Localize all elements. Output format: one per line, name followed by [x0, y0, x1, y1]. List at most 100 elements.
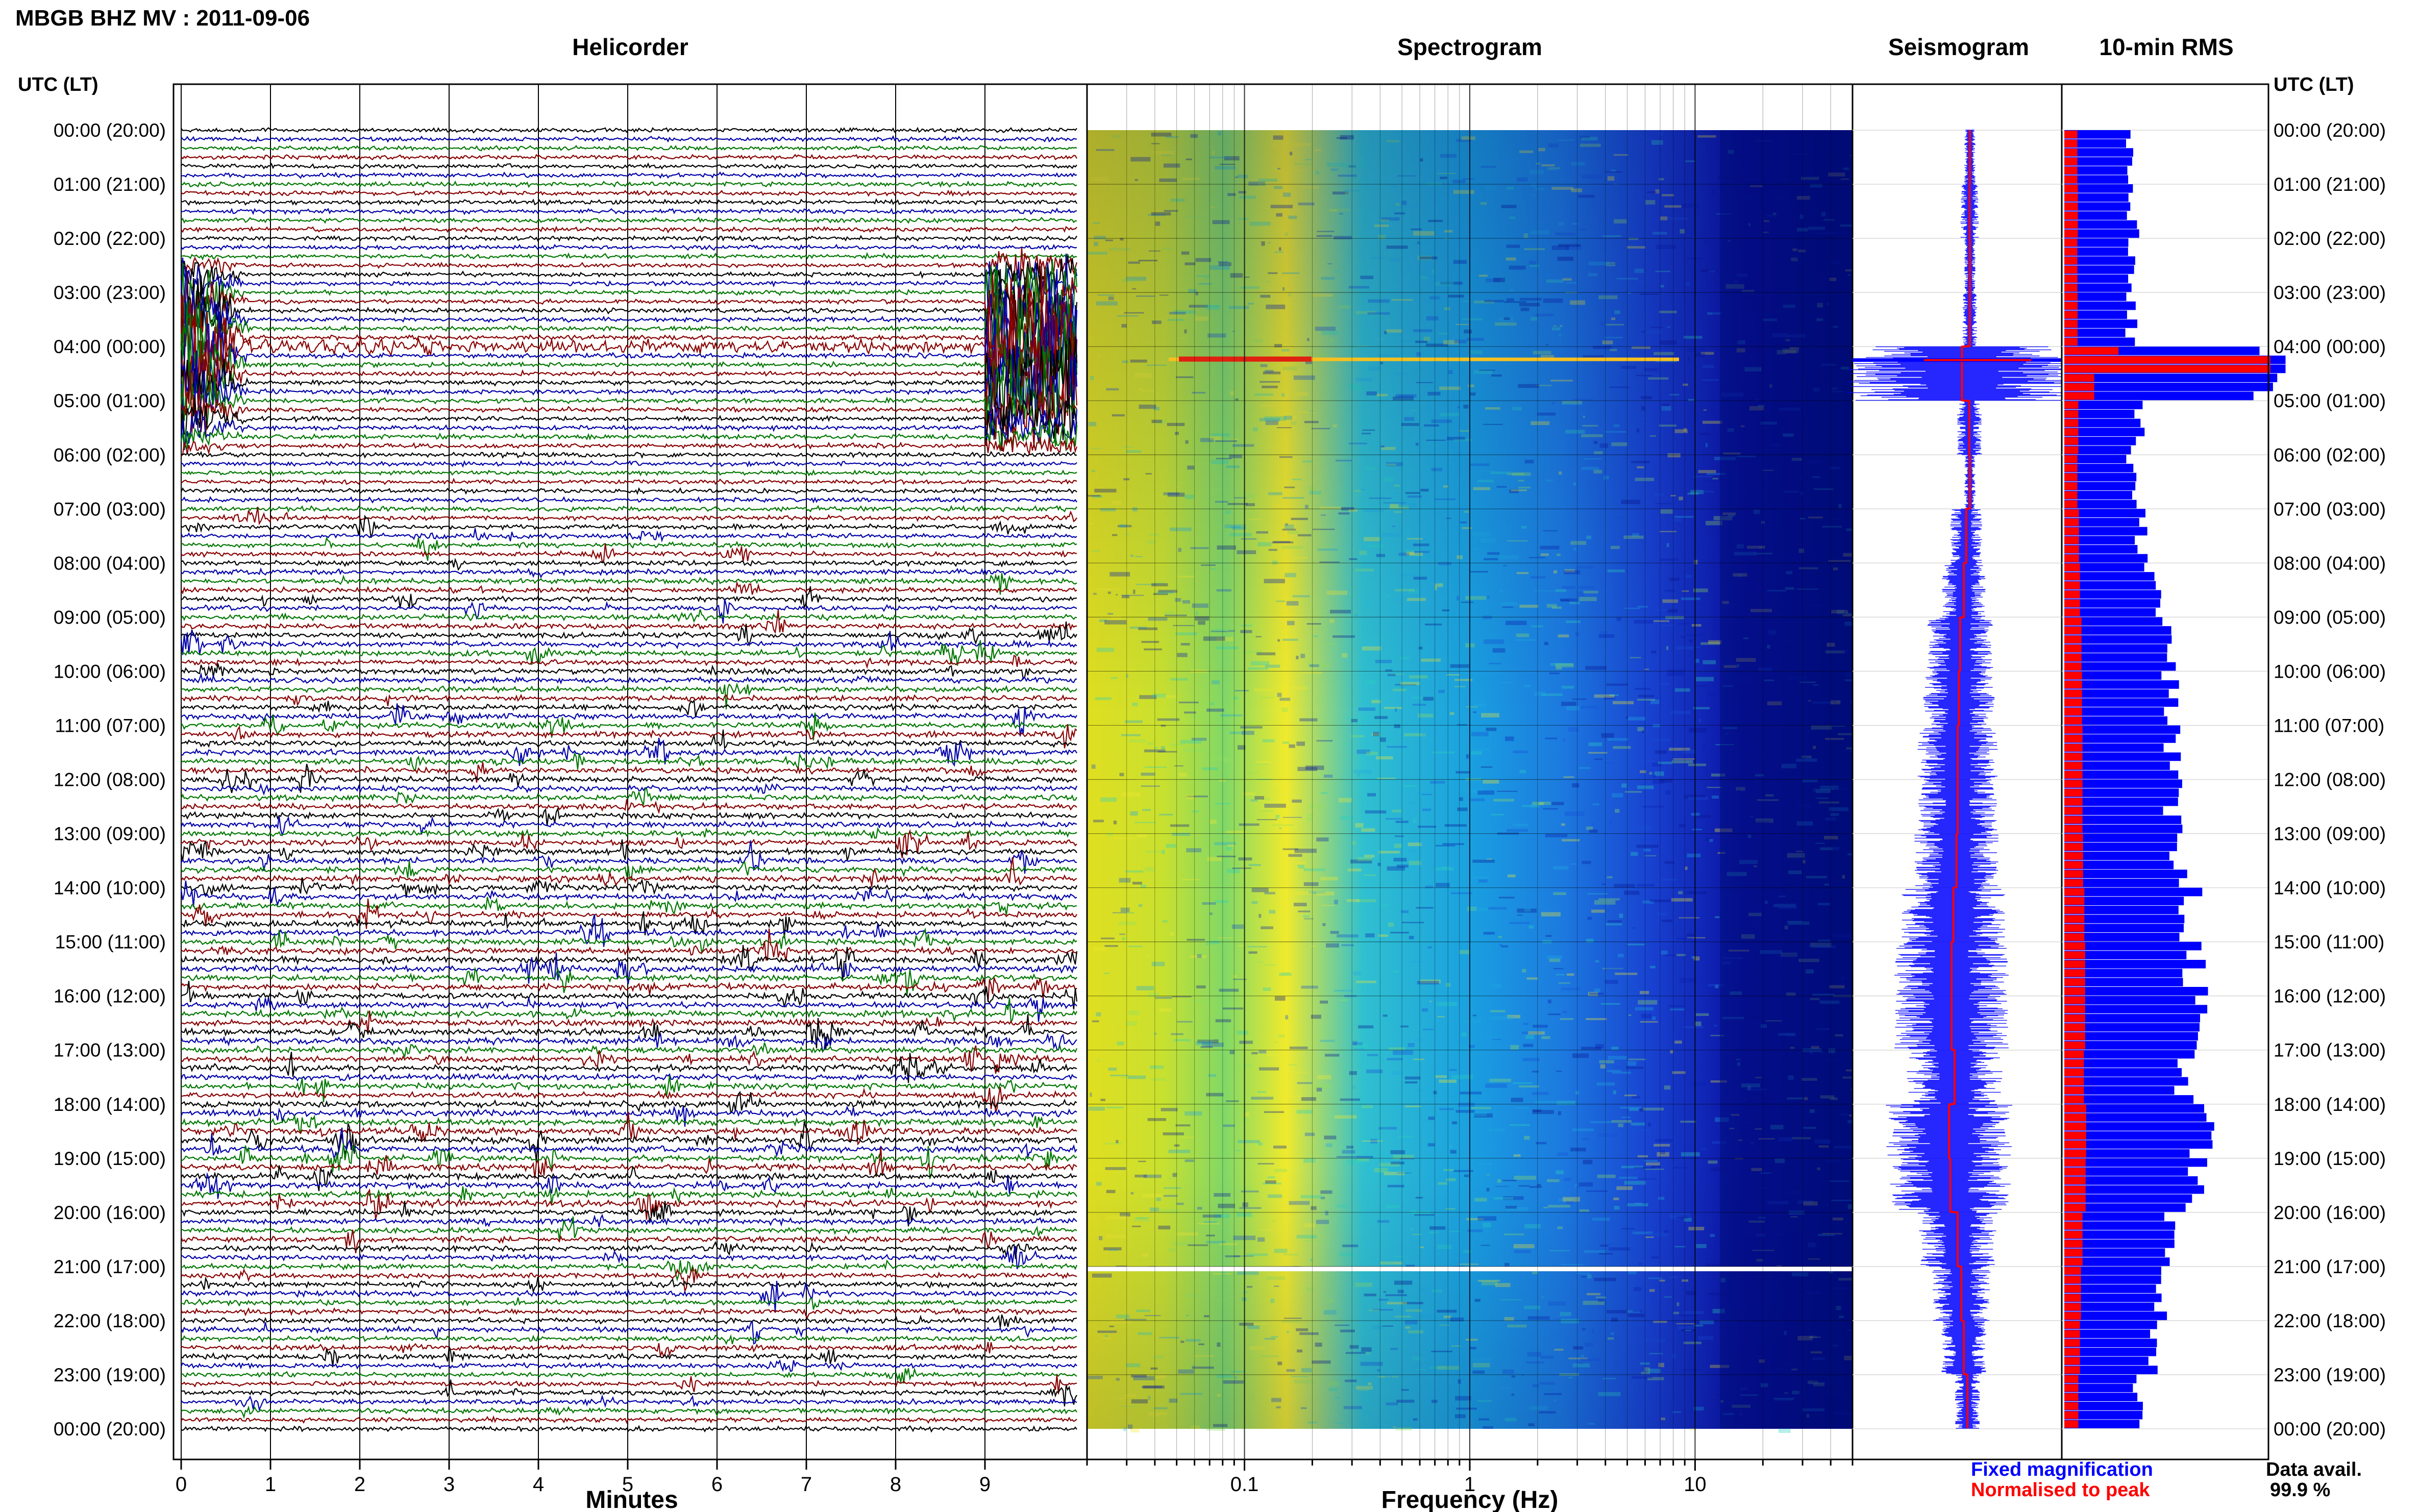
- rms-peak-bar: [2064, 203, 2078, 211]
- helicorder-trace: [181, 860, 1077, 881]
- rms-bar: [2064, 951, 2187, 959]
- time-label-right: 21:00 (17:00): [2274, 1256, 2386, 1277]
- helicorder-trace: [181, 329, 1078, 426]
- helicorder-trace: [181, 1188, 1077, 1220]
- rms-bar: [2064, 716, 2167, 725]
- helicorder-trace: [181, 928, 1077, 961]
- rms-peak-bar: [2064, 590, 2080, 599]
- helicorder-trace: [181, 1281, 1077, 1312]
- rms-bar: [2064, 1194, 2192, 1203]
- rms-peak-bar: [2064, 437, 2079, 445]
- helicorder-trace: [180, 256, 1077, 296]
- helicorder-trace: [181, 1186, 1077, 1205]
- helicorder-trace: [181, 207, 1077, 215]
- rms-bar: [2064, 572, 2155, 581]
- rms-peak-bar: [2064, 1131, 2086, 1139]
- time-label-left: 00:00 (20:00): [54, 1419, 166, 1440]
- time-label-left: 14:00 (10:00): [54, 878, 166, 899]
- rms-peak-bar: [2064, 1204, 2086, 1211]
- helicorder-trace: [181, 1320, 1077, 1345]
- rms-bar: [2064, 518, 2139, 527]
- rms-peak-bar: [2064, 1303, 2081, 1311]
- rms-peak-bar: [2064, 743, 2083, 752]
- helicorder-trace: [181, 996, 1077, 1022]
- rms-bar: [2064, 1366, 2158, 1374]
- rms-bar: [2064, 319, 2137, 328]
- helicorder-trace: [181, 1394, 1077, 1411]
- rms-bar: [2064, 247, 2128, 256]
- x-tick-label: 1: [265, 1473, 276, 1496]
- time-label-right: 16:00 (12:00): [2274, 986, 2386, 1007]
- helicorder-trace: [180, 1032, 1077, 1053]
- rms-peak-bar: [2064, 1141, 2086, 1149]
- rms-bar: [2064, 1095, 2194, 1104]
- rms-peak-bar: [2064, 293, 2078, 301]
- helicorder-trace: [181, 609, 1077, 634]
- helicorder-trace: [180, 487, 1077, 495]
- helicorder-trace: [181, 1045, 1077, 1074]
- rms-bar: [2064, 644, 2167, 653]
- rms-peak-bar: [2064, 275, 2078, 283]
- left-time-labels: 00:00 (20:00) 01:00 (21:00) 02:00 (22:00) 0…: [54, 120, 166, 1440]
- helicorder-trace: [180, 278, 1077, 406]
- rms-peak-bar: [2064, 735, 2083, 742]
- rms-peak-bar: [2064, 374, 2094, 382]
- rms-bar: [2064, 1212, 2164, 1221]
- helicorder-trace: [181, 567, 1077, 579]
- rms-peak-bar: [2064, 879, 2083, 887]
- time-label-left: 00:00 (20:00): [54, 120, 166, 141]
- rms-peak-bar: [2064, 933, 2085, 941]
- rms-peak-bar: [2064, 852, 2083, 860]
- helicorder-trace: [181, 897, 1077, 915]
- time-label-left: 20:00 (16:00): [54, 1202, 166, 1223]
- rms-peak-bar: [2064, 996, 2085, 1004]
- rms-peak-bar: [2064, 789, 2083, 797]
- helicorder-trace: [181, 1111, 1077, 1146]
- rms-bar: [2064, 1005, 2208, 1013]
- rms-peak-bar: [2064, 951, 2085, 959]
- data-avail-label: Data avail.: [2266, 1459, 2362, 1480]
- rms-peak-bar: [2064, 1339, 2080, 1347]
- rms-peak-bar: [2064, 266, 2078, 274]
- rms-peak-bar: [2064, 1312, 2081, 1320]
- rms-bar: [2064, 969, 2183, 978]
- time-label-right: 02:00 (22:00): [2274, 228, 2386, 249]
- spectrogram-high-freq: [1720, 130, 1853, 1429]
- helicorder-trace: [181, 609, 1077, 623]
- rms-peak-bar: [2064, 166, 2078, 175]
- rms-peak-bar: [2064, 491, 2078, 499]
- rms-bar: [2064, 590, 2161, 599]
- x-tick-label: 5: [622, 1473, 633, 1496]
- helicorder-trace: [181, 1121, 1078, 1163]
- rms-bar: [2064, 897, 2184, 905]
- helicorder-trace: [181, 898, 1077, 929]
- time-label-right: 12:00 (08:00): [2274, 770, 2386, 790]
- helicorder-trace: [181, 807, 1077, 827]
- rms-peak-bar: [2064, 645, 2082, 653]
- rms-peak-bar: [2064, 897, 2085, 905]
- rms-bar: [2064, 1239, 2175, 1248]
- rms-bar: [2064, 1032, 2198, 1041]
- data-avail-value: 99.9 %: [2270, 1479, 2330, 1501]
- time-label-left: 16:00 (12:00): [54, 986, 166, 1007]
- helicorder-trace: [181, 1201, 1077, 1227]
- rms-bar: [2064, 292, 2127, 301]
- time-label-left: 09:00 (05:00): [54, 607, 166, 628]
- time-label-left: 12:00 (08:00): [54, 770, 166, 790]
- rms-peak-bar: [2064, 1177, 2086, 1184]
- rms-bar: [2064, 878, 2179, 887]
- helicorder-trace: [181, 621, 1077, 647]
- rms-bar: [2064, 914, 2185, 924]
- rms-bar: [2064, 1167, 2188, 1176]
- x-tick-label: 4: [533, 1473, 544, 1496]
- rms-bar: [2064, 1284, 2156, 1293]
- rms-bar: [2064, 617, 2163, 626]
- helicorder-trace: [181, 857, 1077, 887]
- rms-peak-bar: [2064, 798, 2083, 806]
- rms-bar: [2064, 1203, 2186, 1212]
- rms-bar: [2064, 1041, 2197, 1050]
- helicorder-trace: [181, 724, 1077, 749]
- rms-bar: [2064, 301, 2136, 310]
- rms-bar: [2064, 1339, 2157, 1347]
